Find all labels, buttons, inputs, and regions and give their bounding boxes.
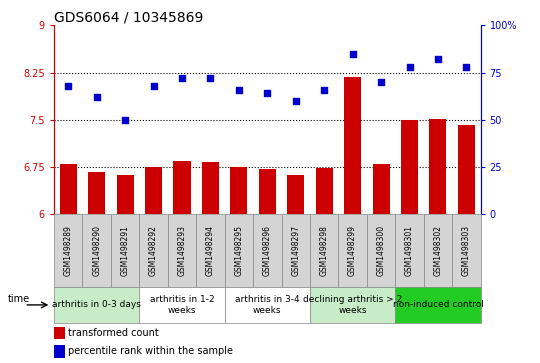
Point: [263, 90, 272, 96]
Bar: [281, 214, 310, 287]
Bar: [253, 214, 281, 287]
Text: declining arthritis > 2
weeks: declining arthritis > 2 weeks: [303, 295, 402, 315]
Text: GSM1498298: GSM1498298: [320, 225, 329, 276]
Text: GSM1498289: GSM1498289: [64, 225, 73, 276]
Text: GSM1498292: GSM1498292: [149, 225, 158, 276]
Bar: [259, 169, 276, 214]
Text: arthritis in 1-2
weeks: arthritis in 1-2 weeks: [150, 295, 214, 315]
Bar: [401, 120, 418, 214]
Text: GSM1498302: GSM1498302: [434, 225, 442, 276]
Text: GSM1498300: GSM1498300: [376, 225, 386, 276]
Bar: [339, 214, 367, 287]
Text: GSM1498297: GSM1498297: [291, 225, 300, 276]
Text: GSM1498291: GSM1498291: [120, 225, 130, 276]
Text: GSM1498293: GSM1498293: [178, 225, 186, 276]
Point: [377, 79, 386, 85]
Text: arthritis in 0-3 days: arthritis in 0-3 days: [52, 301, 141, 309]
Bar: [202, 162, 219, 214]
Bar: [139, 214, 168, 287]
Bar: [429, 119, 447, 214]
Bar: [458, 125, 475, 214]
Point: [292, 98, 300, 104]
Bar: [111, 214, 139, 287]
Point: [405, 64, 414, 70]
Bar: [287, 175, 304, 214]
Bar: [395, 214, 424, 287]
Text: percentile rank within the sample: percentile rank within the sample: [68, 346, 233, 356]
Bar: [225, 214, 253, 287]
Text: arthritis in 3-4
weeks: arthritis in 3-4 weeks: [235, 295, 300, 315]
Bar: [310, 214, 339, 287]
Bar: [310, 287, 395, 323]
Point: [234, 87, 243, 93]
Point: [92, 94, 101, 100]
Bar: [145, 167, 162, 214]
Text: GSM1498301: GSM1498301: [405, 225, 414, 276]
Point: [434, 57, 442, 62]
Bar: [395, 287, 481, 323]
Point: [320, 87, 328, 93]
Bar: [83, 214, 111, 287]
Bar: [168, 214, 196, 287]
Bar: [344, 77, 361, 214]
Point: [348, 51, 357, 57]
Point: [121, 117, 130, 123]
Text: GSM1498299: GSM1498299: [348, 225, 357, 276]
Point: [206, 76, 215, 81]
Bar: [88, 172, 105, 214]
Point: [64, 83, 72, 89]
Bar: [54, 287, 139, 323]
Bar: [424, 214, 452, 287]
Bar: [54, 345, 65, 358]
Text: GDS6064 / 10345869: GDS6064 / 10345869: [54, 10, 204, 24]
Text: GSM1498294: GSM1498294: [206, 225, 215, 276]
Bar: [54, 214, 83, 287]
Bar: [373, 164, 389, 214]
Bar: [117, 175, 133, 214]
Text: GSM1498290: GSM1498290: [92, 225, 101, 276]
Text: GSM1498296: GSM1498296: [263, 225, 272, 276]
Text: time: time: [8, 294, 30, 305]
Text: GSM1498295: GSM1498295: [234, 225, 244, 276]
Bar: [367, 214, 395, 287]
Bar: [173, 161, 191, 214]
Text: non-induced control: non-induced control: [393, 301, 483, 309]
Bar: [60, 164, 77, 214]
Point: [462, 64, 471, 70]
Bar: [452, 214, 481, 287]
Point: [149, 83, 158, 89]
Bar: [225, 287, 310, 323]
Text: transformed count: transformed count: [68, 328, 158, 338]
Point: [178, 76, 186, 81]
Bar: [196, 214, 225, 287]
Bar: [54, 327, 65, 339]
Bar: [316, 168, 333, 214]
Bar: [231, 167, 247, 214]
Text: GSM1498303: GSM1498303: [462, 225, 471, 276]
Bar: [139, 287, 225, 323]
